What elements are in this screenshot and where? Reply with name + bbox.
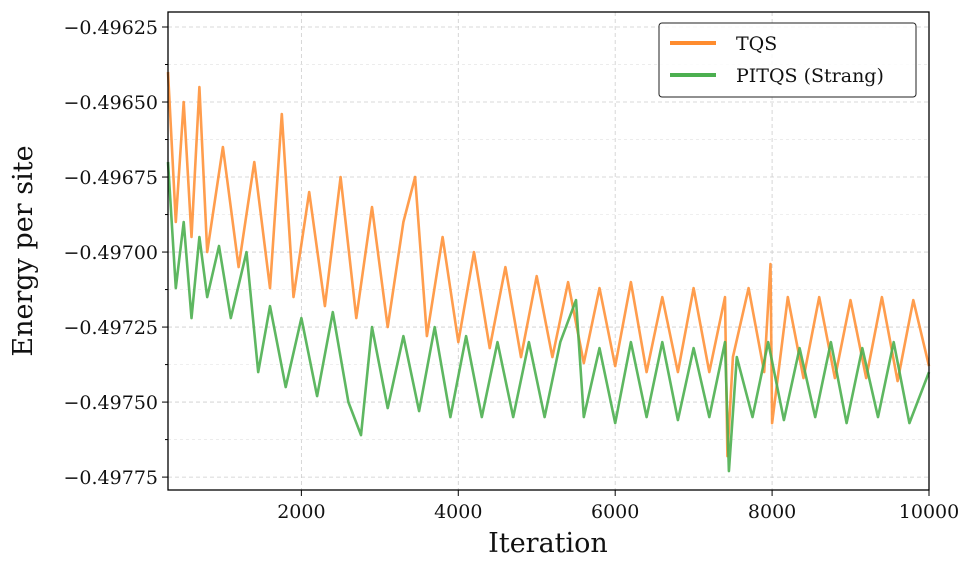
x-tick-label: 6000 [591, 501, 639, 523]
y-tick-label: −0.49750 [64, 392, 159, 414]
x-tick-label: 8000 [748, 501, 796, 523]
x-tick-label: 4000 [434, 501, 482, 523]
series-line-tqs [166, 71, 931, 458]
legend-label-tqs: TQS [736, 33, 777, 55]
legend-label-pitqs: PITQS (Strang) [736, 65, 884, 87]
x-axis: 2000 4000 6000 8000 10000 [277, 490, 959, 523]
series-layer [166, 71, 931, 473]
y-tick-label: −0.49650 [64, 92, 159, 114]
y-tick-label: −0.49675 [64, 167, 159, 189]
y-axis-label: Energy per site [8, 145, 39, 356]
x-tick-label: 10000 [899, 501, 959, 523]
y-axis: −0.49625 −0.49650 −0.49675 −0.49700 −0.49725… [64, 17, 168, 489]
plot-frame [167, 11, 930, 491]
series-line-pitqs [166, 161, 931, 473]
y-tick-label: −0.49625 [64, 17, 159, 39]
x-axis-label: Iteration [488, 528, 608, 559]
y-tick-label: −0.49725 [64, 317, 159, 339]
x-tick-label: 2000 [277, 501, 325, 523]
y-tick-label: −0.49700 [64, 242, 159, 264]
legend-box [658, 22, 917, 98]
y-tick-label: −0.49775 [64, 467, 159, 489]
legend: TQS PITQS (Strang) [658, 22, 917, 98]
